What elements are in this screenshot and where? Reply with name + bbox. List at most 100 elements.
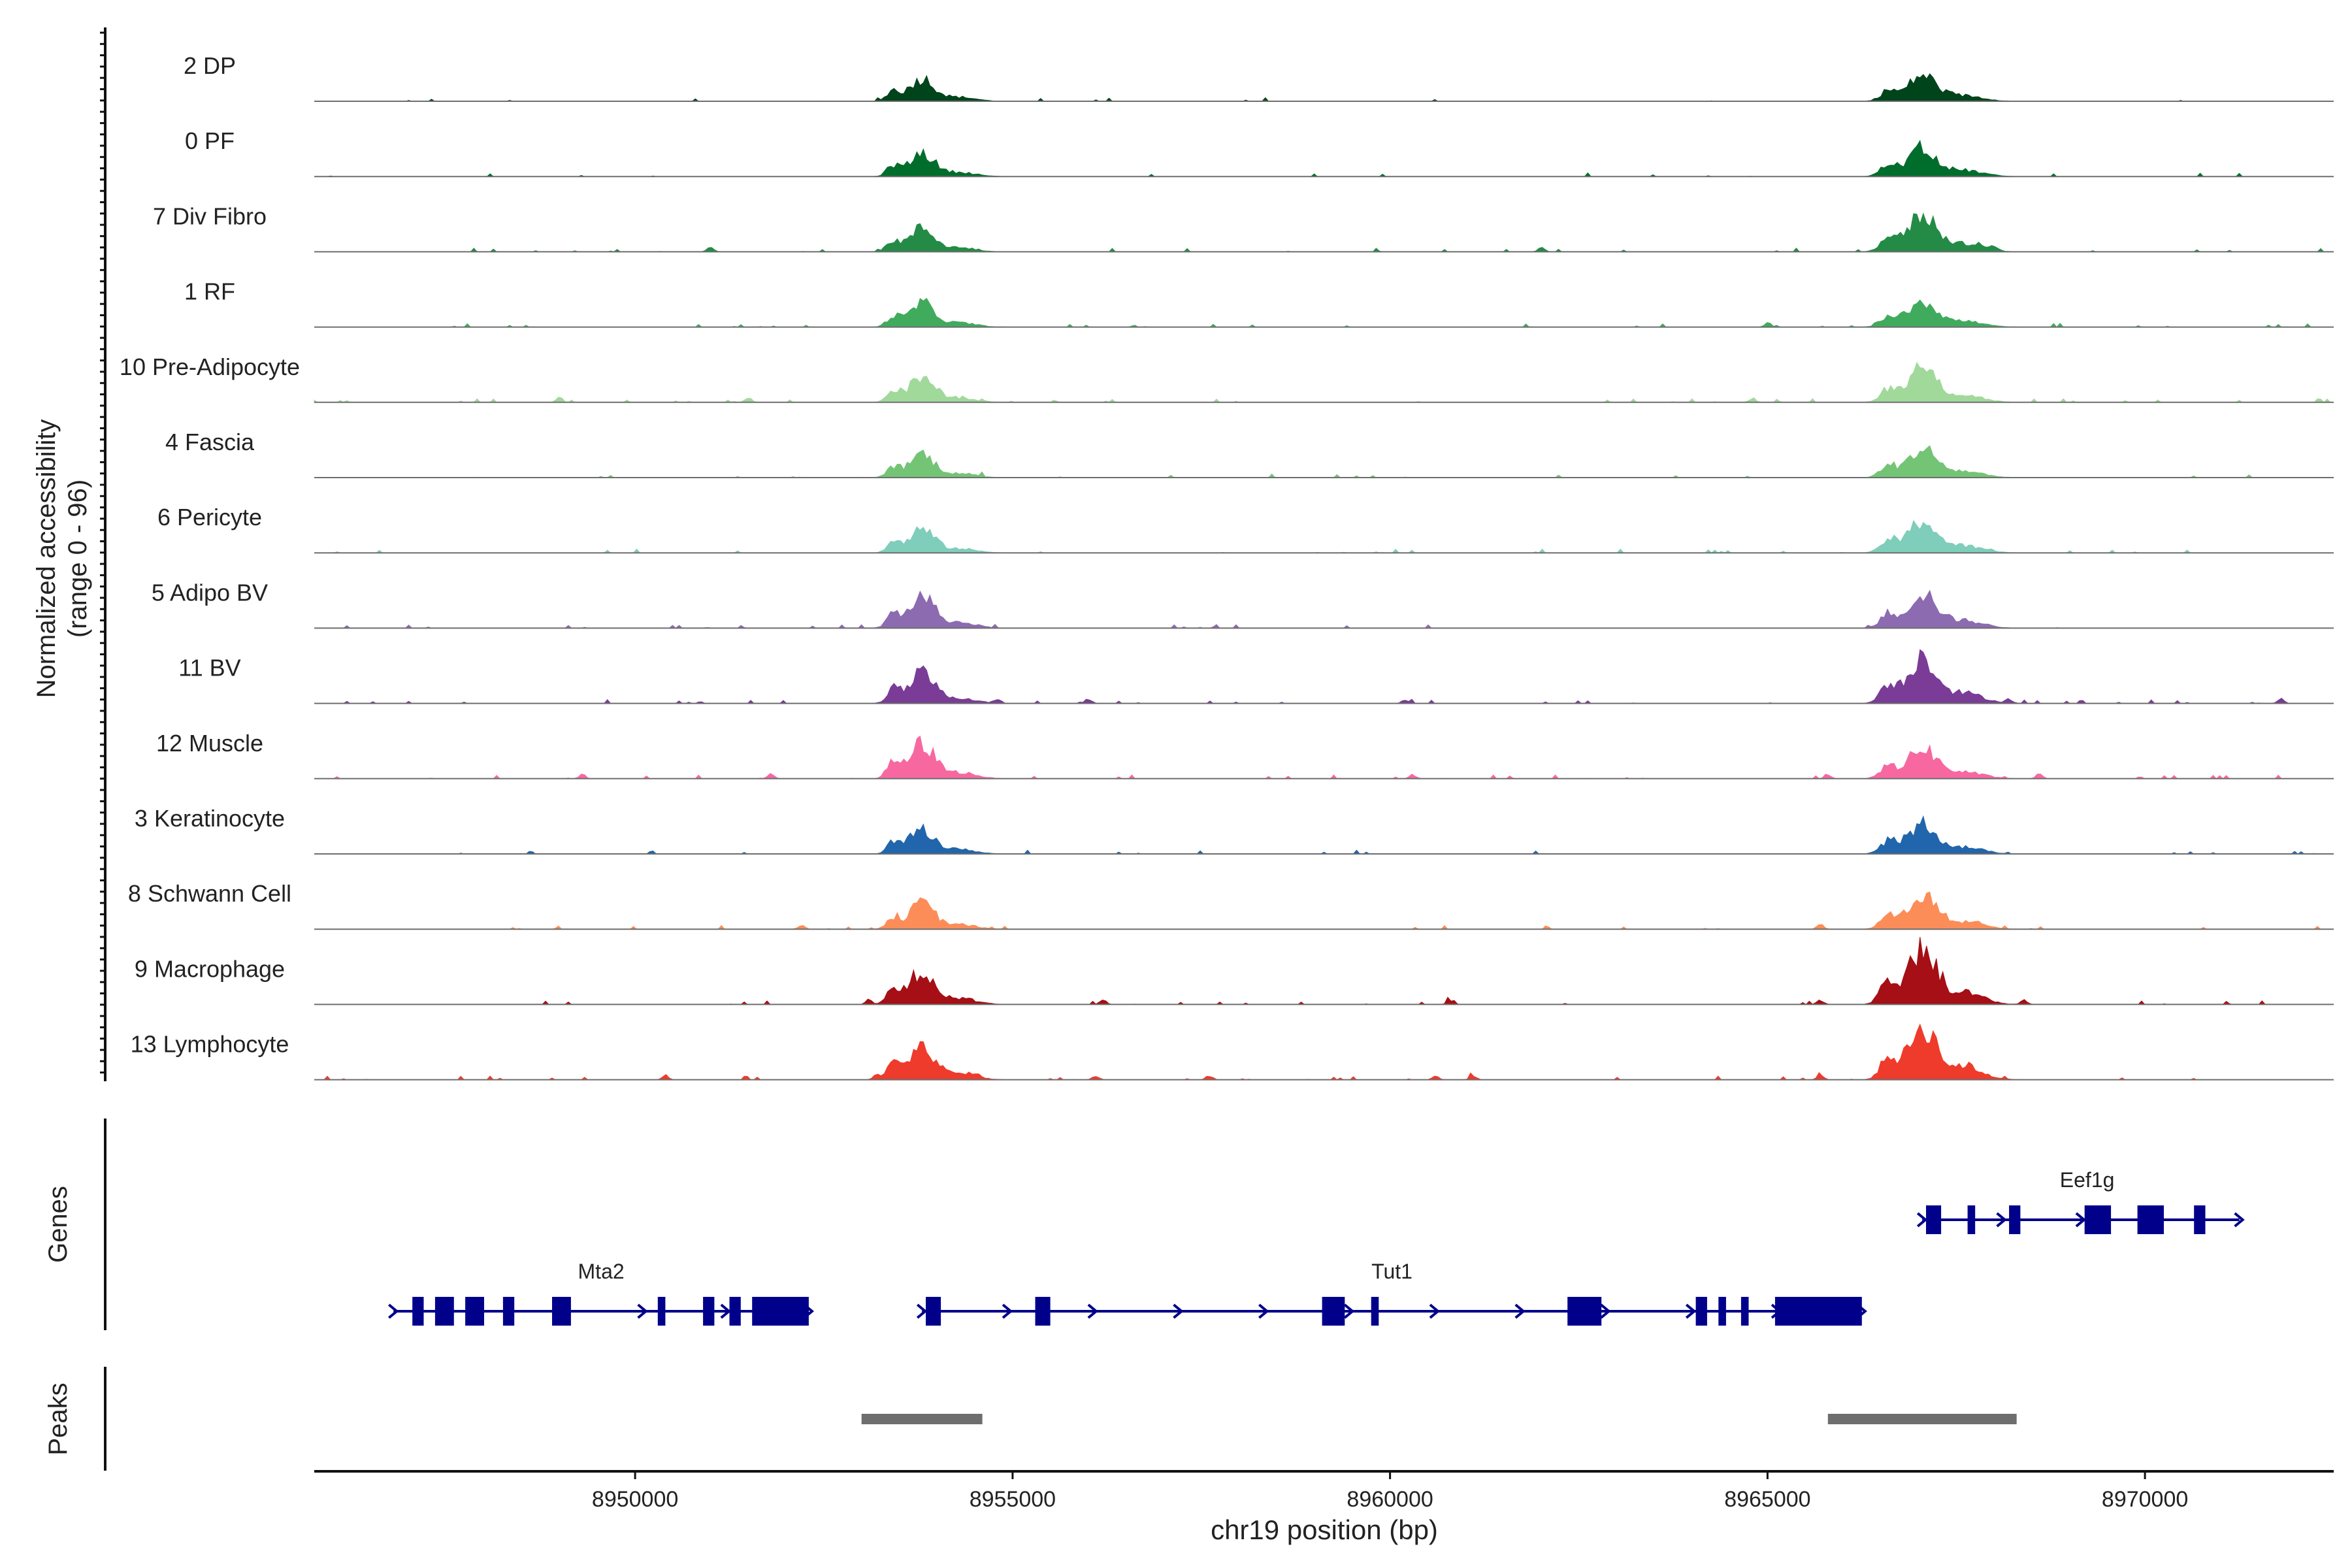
coverage-tracks: 2 DP 0 PF 7 Div Fibro 1 RF 10 Pre-Adipocyte 4… <box>120 52 2334 1081</box>
strand-chevron <box>1343 1303 1355 1319</box>
track-label: 10 Pre-Adipocyte <box>120 353 300 380</box>
track-label: 3 Keratinocyte <box>135 805 285 832</box>
track: 9 Macrophage <box>135 937 2334 1005</box>
track: 13 Lymphocyte <box>131 1023 2334 1081</box>
track-signal <box>314 445 2334 478</box>
track-signal <box>314 361 2334 403</box>
genes-label: Genes <box>44 1186 73 1263</box>
gene-exon <box>1926 1205 1942 1234</box>
peaks-label: Peaks <box>44 1382 73 1455</box>
gene-exon <box>1695 1297 1707 1326</box>
gene-exon <box>2194 1205 2206 1234</box>
gene-exon <box>1322 1297 1345 1326</box>
track: 8 Schwann Cell <box>128 880 2334 930</box>
track: 7 Div Fibro <box>153 203 2334 253</box>
track-signal <box>314 297 2334 328</box>
peaks-panel: Peaks <box>44 1367 2017 1471</box>
track: 4 Fascia <box>165 429 2334 478</box>
gene-exon <box>1718 1297 1726 1326</box>
gene-exon <box>1967 1205 1976 1234</box>
track-signal <box>314 735 2334 779</box>
strand-chevron <box>1514 1303 1526 1319</box>
gene-exon <box>729 1297 741 1326</box>
track-signal <box>314 212 2334 252</box>
gene-exon <box>1567 1297 1602 1326</box>
gene-exon <box>552 1297 571 1326</box>
y-axis-ticks <box>100 31 105 1074</box>
strand-chevron <box>916 1303 928 1319</box>
track: 10 Pre-Adipocyte <box>120 353 2334 403</box>
x-axis: 8950000 8955000 8960000 8965000 8970000 chr1… <box>314 1470 2334 1545</box>
gene-model: Tut1 <box>916 1260 1867 1326</box>
gene-exon <box>657 1297 666 1326</box>
peak-region <box>1827 1414 2017 1424</box>
strand-chevron <box>2234 1212 2245 1228</box>
x-tick-label: 8960000 <box>1347 1487 1433 1512</box>
track: 3 Keratinocyte <box>135 805 2334 855</box>
strand-chevron <box>1258 1303 1269 1319</box>
gene-exon <box>2009 1205 2021 1234</box>
gene-name: Eef1g <box>2060 1168 2115 1192</box>
x-axis-ticks: 8950000 8955000 8960000 8965000 8970000 <box>592 1471 2188 1512</box>
track-label: 4 Fascia <box>165 429 255 455</box>
gene-exon <box>1740 1297 1749 1326</box>
track-label: 0 PF <box>185 127 235 154</box>
track-label: 9 Macrophage <box>135 955 285 982</box>
x-axis-label: chr19 position (bp) <box>1211 1514 1438 1545</box>
gene-exon <box>502 1297 515 1326</box>
gene-exon <box>1371 1297 1379 1326</box>
gene-exon <box>2084 1205 2112 1234</box>
track-label: 6 Pericyte <box>157 504 262 531</box>
gene-model: Eef1g <box>1916 1168 2245 1234</box>
gene-exon <box>412 1297 424 1326</box>
track-signal <box>314 1023 2334 1081</box>
track-label: 12 Muscle <box>156 730 263 757</box>
gene-model: Mta2 <box>388 1260 815 1326</box>
x-tick-label: 8965000 <box>1724 1487 1810 1512</box>
gene-exon <box>703 1297 715 1326</box>
track: 1 RF <box>184 278 2334 328</box>
track-label: 8 Schwann Cell <box>128 880 291 907</box>
track-label: 2 DP <box>184 52 236 79</box>
gene-exon <box>1774 1297 1862 1326</box>
track-signal <box>314 589 2334 629</box>
gene-exon <box>752 1297 809 1326</box>
gene-models: Mta2 Tut1 Eef1g <box>388 1168 2245 1326</box>
strand-chevron <box>2075 1212 2087 1228</box>
peak-regions <box>861 1414 2017 1424</box>
strand-chevron <box>1996 1212 2007 1228</box>
track-signal <box>314 140 2334 177</box>
peak-region <box>861 1414 983 1424</box>
track-label: 11 BV <box>178 655 240 681</box>
track-signal <box>314 815 2334 855</box>
track-label: 5 Adipo BV <box>152 579 268 606</box>
strand-chevron <box>1916 1212 1928 1228</box>
gene-exon <box>1035 1297 1051 1326</box>
track-signal <box>314 937 2334 1005</box>
gene-exon <box>465 1297 484 1326</box>
track-signal <box>314 649 2334 704</box>
track: 11 BV <box>178 649 2334 704</box>
strand-chevron <box>1600 1303 1611 1319</box>
track-label: 7 Div Fibro <box>153 203 267 229</box>
strand-chevron <box>720 1303 731 1319</box>
strand-chevron <box>388 1303 399 1319</box>
track: 2 DP <box>184 52 2334 102</box>
y-axis <box>100 27 106 1081</box>
x-tick-label: 8955000 <box>970 1487 1056 1512</box>
y-axis-title: Normalized accessibility (range 0 - 96) <box>32 419 92 698</box>
strand-chevron <box>1002 1303 1013 1319</box>
track: 0 PF <box>185 127 2334 178</box>
track-label: 13 Lymphocyte <box>131 1031 289 1058</box>
track: 12 Muscle <box>156 730 2334 779</box>
genes-panel: Genes Mta2 Tut1 Eef1g <box>44 1119 2245 1330</box>
strand-chevron <box>637 1303 648 1319</box>
strand-chevron <box>1173 1303 1184 1319</box>
gene-exon <box>434 1297 454 1326</box>
strand-chevron <box>1685 1303 1697 1319</box>
y-axis-label: Normalized accessibility <box>32 419 61 698</box>
track-signal <box>314 891 2334 930</box>
track-label: 1 RF <box>184 278 235 305</box>
track-signal <box>314 73 2334 102</box>
